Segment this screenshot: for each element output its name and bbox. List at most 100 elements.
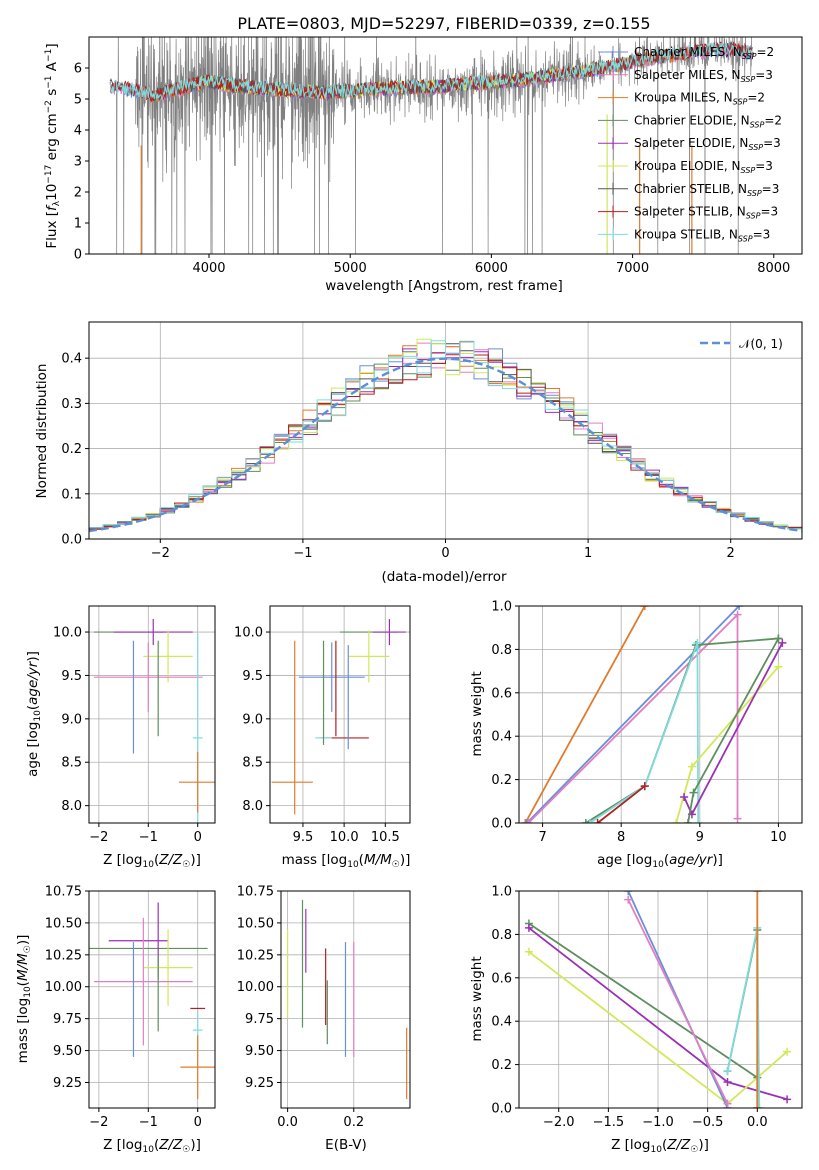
axes-frame [88, 36, 803, 255]
legend-label: Chabrier STELIB, NSSP=3 [634, 182, 779, 198]
y-tick-label: 8.0 [61, 799, 82, 814]
x-tick-label: −2 [89, 830, 108, 845]
y-tick-label: 10.00 [237, 980, 274, 995]
y-tick-label: 5 [74, 93, 82, 108]
x-tick-label: 0.0 [277, 1115, 298, 1130]
legend-label: 𝒩(0, 1) [739, 337, 783, 351]
x-tick-label: 10.0 [330, 830, 359, 845]
x-tick-label: 7000 [616, 261, 649, 276]
x-tick-label: 1 [584, 546, 592, 561]
legend-label: Salpeter STELIB, NSSP=3 [634, 205, 778, 221]
figure-title: PLATE=0803, MJD=52297, FIBERID=0339, z=0… [237, 14, 650, 33]
plot-area-spectrum [109, 37, 755, 254]
weight-marker [774, 662, 783, 671]
weight-line [528, 922, 758, 1079]
legend-label: Kroupa MILES, NSSP=2 [634, 91, 765, 107]
axes-frame [518, 890, 803, 1109]
weight-marker [753, 891, 762, 895]
y-tick-label: 10.75 [45, 885, 82, 900]
x-tick-label: 0.0 [747, 1115, 768, 1130]
plot-area-weight_vs_age [521, 606, 787, 823]
weight-marker [524, 947, 533, 956]
plot-area-mass_vs_EBV [287, 899, 408, 1100]
mass-vs-Z-ylabel: mass [log10(M/M☉)] [15, 935, 33, 1064]
axes-frame [518, 605, 803, 824]
x-tick-label: −0.5 [692, 1115, 724, 1130]
y-tick-label: 0.1 [61, 487, 82, 502]
weight-marker [733, 814, 742, 823]
plot-area-weight_vs_Z [524, 891, 792, 1108]
axes-residuals: −2 −1 0 1 2 0.0 0.1 0.2 0.3 0.4 [61, 321, 803, 561]
y-tick-label: 10.50 [237, 916, 274, 931]
weight-marker [774, 634, 783, 643]
weight-marker [684, 819, 693, 823]
y-tick-label: 9.0 [61, 712, 82, 727]
weight-line [524, 606, 646, 823]
weight-marker [693, 638, 702, 647]
axes-age_vs_mass: 9.5 10.0 10.5 8.0 8.5 9.0 9.5 10.0 [234, 605, 411, 845]
x-tick-label: 0 [194, 1115, 202, 1130]
weight-marker [733, 610, 742, 619]
mass-vs-EBV-xlabel: E(B-V) [325, 1137, 367, 1153]
x-tick-label: 7 [538, 830, 546, 845]
x-tick-label: −2 [89, 1115, 108, 1130]
weight-line [527, 612, 739, 823]
x-tick-label: 2 [727, 546, 735, 561]
x-tick-label: 0 [441, 546, 449, 561]
weight-line [627, 899, 729, 1105]
y-tick-label: 8.0 [242, 799, 263, 814]
y-tick-label: 0.2 [491, 773, 512, 788]
y-tick-label: 0.3 [61, 397, 82, 412]
weight-marker [522, 819, 531, 823]
y-tick-label: 4 [74, 124, 82, 139]
y-tick-label: 9.75 [53, 1012, 82, 1027]
y-tick-label: 0.8 [491, 643, 512, 658]
normal-curve [89, 357, 802, 533]
plot-area-residuals [89, 338, 802, 533]
weight-marker [672, 819, 681, 823]
x-tick-label: 0 [194, 830, 202, 845]
x-tick-label: −1.0 [642, 1115, 674, 1130]
y-tick-label: 10.25 [45, 948, 82, 963]
y-tick-label: 8.5 [242, 756, 263, 771]
axes-spectrum: 4000 5000 6000 7000 8000 0 1 2 3 4 5 6 [74, 36, 803, 276]
y-tick-label: 1.0 [491, 600, 512, 615]
axes-frame [88, 605, 216, 824]
y-tick-label: 0.4 [61, 352, 82, 367]
weight-vs-age-ylabel: mass weight [469, 671, 485, 756]
weight-line [589, 642, 700, 823]
weight-line [597, 785, 646, 823]
age-vs-Z-ylabel: age [log10(age/yr)] [25, 651, 43, 777]
weight-marker [524, 819, 533, 823]
y-tick-label: 1.0 [491, 885, 512, 900]
y-tick-label: 9.0 [242, 712, 263, 727]
age-vs-mass-xlabel: mass [log10(M/M☉)] [282, 852, 411, 870]
axes-frame [269, 605, 411, 824]
y-tick-label: 10.25 [237, 948, 274, 963]
y-tick-label: 9.50 [245, 1044, 274, 1059]
y-tick-label: 9.75 [245, 1012, 274, 1027]
y-tick-label: 0.4 [491, 730, 512, 745]
x-tick-label: 5000 [334, 261, 367, 276]
legend-label: Chabrier MILES, NSSP=2 [634, 45, 774, 61]
residuals-xlabel: (data-model)/error [381, 569, 507, 585]
histogram-kroupa-stelib [89, 340, 802, 530]
weight-marker [680, 792, 689, 801]
x-tick-label: 8 [617, 830, 625, 845]
axes-age_vs_Z: −2 −1 0 8.0 8.5 9.0 9.5 10.0 [53, 605, 216, 845]
y-tick-label: 0.4 [491, 1015, 512, 1030]
legend-label: Chabrier ELODIE, NSSP=2 [634, 113, 782, 129]
axes-mass_vs_Z: −2 −1 0 9.25 9.50 9.75 10.00 10.25 10.50 10.75 [45, 885, 216, 1130]
weight-marker [640, 606, 649, 610]
axes-frame [88, 890, 216, 1109]
weight-line [585, 637, 779, 823]
weight-marker [753, 1104, 762, 1108]
weight-marker [593, 819, 602, 823]
weight-marker [783, 1095, 792, 1104]
weight-line [526, 606, 740, 823]
y-tick-label: 0.0 [491, 817, 512, 832]
age-vs-Z-xlabel: Z [log10(Z/Z☉)] [103, 852, 201, 870]
x-tick-label: −1 [139, 1115, 158, 1130]
axes-weight_vs_age: 7 8 9 10 0.0 0.2 0.4 0.6 0.8 1.0 [491, 600, 803, 845]
